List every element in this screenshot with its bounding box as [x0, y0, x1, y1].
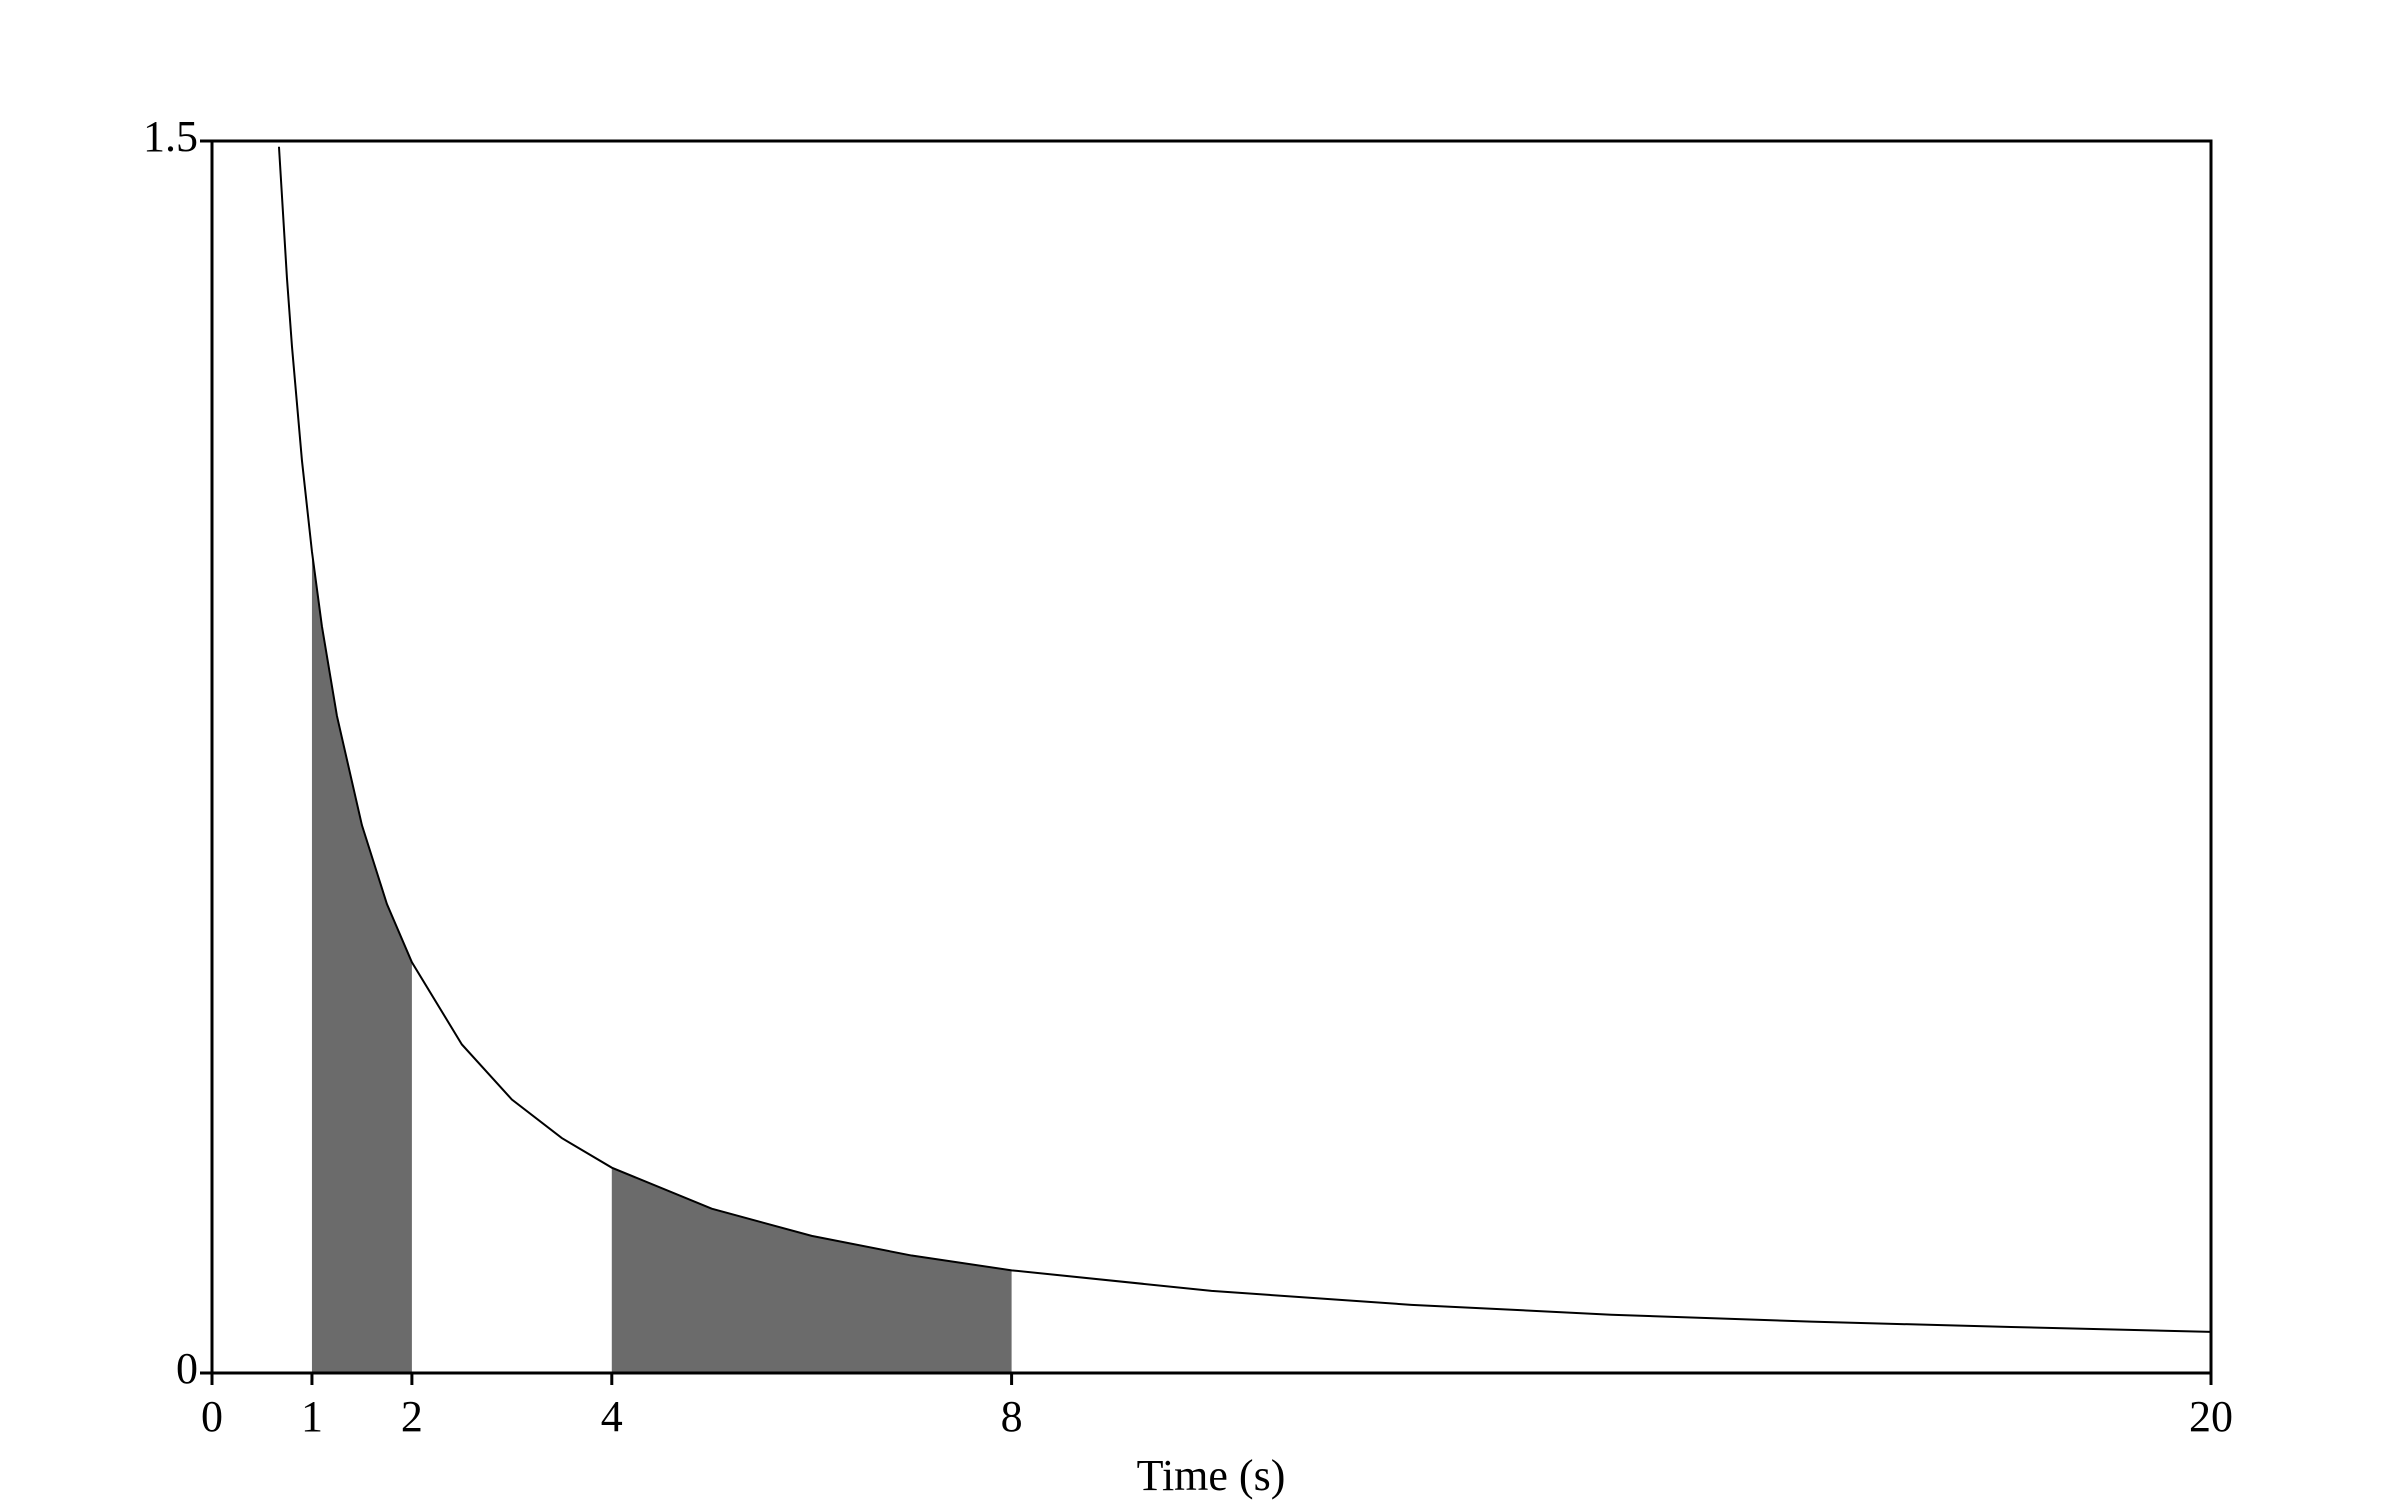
x-tick-label: 20: [2189, 1392, 2233, 1441]
x-axis-label: Time (s): [1137, 1451, 1286, 1500]
y-tick-label: 1.5: [143, 112, 198, 161]
shaded-area: [611, 1167, 1012, 1373]
x-tick-label: 0: [201, 1392, 223, 1441]
y-tick-label: 0: [176, 1344, 198, 1393]
x-tick-label: 2: [401, 1392, 423, 1441]
x-tick-label: 1: [301, 1392, 323, 1441]
x-tick-label: 8: [1001, 1392, 1023, 1441]
x-tick-label: 4: [601, 1392, 623, 1441]
plot-frame: [210, 139, 2213, 1375]
shaded-area: [311, 551, 412, 1373]
curve: [277, 146, 2212, 1333]
